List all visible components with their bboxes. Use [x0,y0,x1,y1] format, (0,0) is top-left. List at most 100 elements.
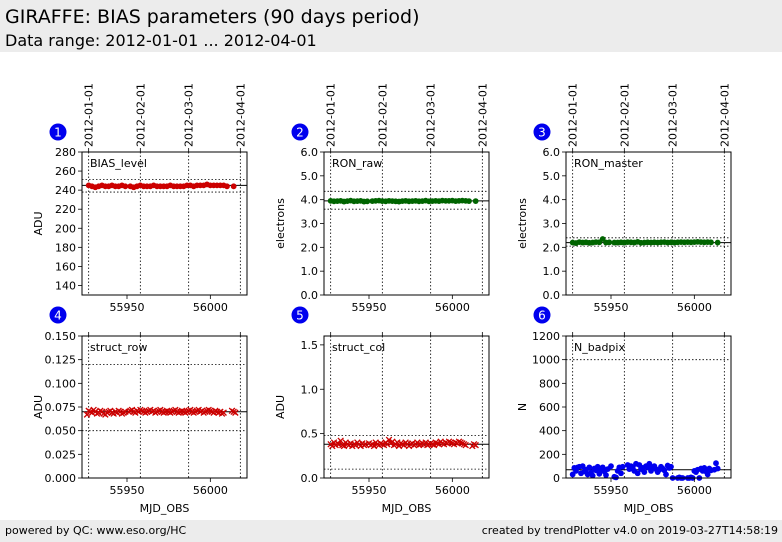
x-axis-label: MJD_OBS [382,502,432,515]
date-tick-label: 2012-01-01 [567,83,580,147]
data-point [646,460,653,467]
y-tick-label: 240 [55,184,76,197]
x-tick-label: 56000 [193,484,228,497]
data-point [122,183,129,190]
y-tick-label: 4.0 [543,194,561,207]
date-tick-label: 2012-01-01 [83,83,96,147]
y-tick-label: 5.0 [543,170,561,183]
panel-number-label: 6 [538,309,546,323]
y-axis-label: electrons [516,198,529,249]
y-tick-label: 0.075 [45,401,77,414]
y-axis-label: ADU [32,395,45,419]
plot-frame [565,151,732,296]
data-point [634,470,641,477]
panel-number-label: 5 [296,309,304,323]
plot-frame [81,151,248,296]
report-footer: powered by QC: www.eso.org/HC created by… [0,520,782,542]
x-tick-label: 56000 [435,301,470,314]
x-tick-label: 55950 [352,301,387,314]
y-tick-label: 2.0 [301,241,319,254]
x-axis-label: MJD_OBS [140,502,190,515]
y-tick-label: 6.0 [301,146,319,159]
data-point [641,469,648,475]
y-tick-label: 0.050 [45,425,77,438]
y-tick-label: 3.0 [543,218,561,231]
y-tick-label: 400 [539,425,560,438]
date-tick-label: 2012-03-01 [183,83,196,147]
data-point [462,441,469,449]
y-tick-label: 260 [55,165,76,178]
data-point [713,460,719,467]
data-point [663,471,669,478]
y-tick-label: 200 [539,448,560,461]
date-tick-label: 2012-03-01 [667,83,680,147]
x-tick-label: 56000 [677,301,712,314]
y-tick-label: 1.0 [543,265,561,278]
date-tick-label: 2012-02-01 [618,83,631,147]
date-tick-label: 2012-04-01 [718,83,731,147]
data-point [606,239,613,246]
data-point [608,463,614,470]
panel-name-label: BIAS_level [90,157,147,170]
chart-panel-3: 2012-01-01 2012-02-01 2012-03-01 2012-04-01… [516,83,732,314]
y-tick-label: 200 [55,222,76,235]
y-tick-label: 0.125 [45,354,77,367]
panel-name-label: struct_col [332,341,385,354]
chart-panel-2: 2012-01-01 2012-02-01 2012-03-01 2012-04-01… [274,83,490,314]
y-tick-label: 1200 [532,330,560,343]
panel-number-label: 3 [538,126,546,140]
x-tick-label: 55950 [594,484,629,497]
y-tick-label: 4.0 [301,194,319,207]
y-tick-label: 0.0 [301,289,319,302]
y-tick-label: 0.100 [45,377,77,390]
panel-number-badge [291,306,309,324]
data-point [472,198,479,204]
panel-name-label: RON_raw [332,157,382,170]
data-point [337,437,344,444]
y-tick-label: 3.0 [301,218,319,231]
data-point [589,472,596,479]
data-range-subtitle: Data range: 2012-01-01 ... 2012-04-01 [5,31,317,50]
y-tick-label: 160 [55,260,76,273]
y-tick-label: 1000 [532,354,560,367]
footer-credit: powered by QC: www.eso.org/HC [5,524,187,537]
chart-panel-6: 0 200 400 600 800 1000 1200 55950 56000 N_badpix N… [516,306,732,515]
y-tick-label: 0.000 [45,472,77,485]
date-tick-label: 2012-02-01 [376,83,389,147]
y-axis-label: N [516,403,529,411]
data-point [364,198,371,205]
panel-name-label: N_badpix [574,341,625,354]
x-tick-label: 55950 [352,484,387,497]
x-tick-label: 56000 [435,484,470,497]
y-tick-label: 280 [55,146,76,159]
data-point [472,441,479,449]
y-tick-label: 220 [55,203,76,216]
y-tick-label: 0.5 [301,428,319,441]
data-point [220,409,227,416]
plot-frame [323,335,490,479]
data-point [224,183,230,190]
x-tick-label: 55950 [110,301,145,314]
panel-number-label: 4 [54,309,62,323]
data-point [586,464,593,471]
footer-generator: created by trendPlotter v4.0 on 2019-03-… [481,524,778,537]
panel-name-label: RON_master [574,157,643,170]
plot-frame [323,151,490,296]
data-point [340,442,348,450]
chart-panel-4: 0.000 0.025 0.050 0.075 0.100 0.125 0.150 55950… [32,306,248,515]
report-header: GIRAFFE: BIAS parameters (90 days period… [0,0,782,52]
data-point [668,463,674,470]
data-point [714,465,721,472]
plot-frame [565,335,732,479]
x-tick-label: 56000 [193,301,228,314]
y-tick-label: 0.025 [45,448,77,461]
data-point [708,239,714,246]
panel-number-badge [49,306,67,324]
y-tick-label: 1.0 [301,383,319,396]
y-tick-label: 1.5 [301,339,319,352]
data-point [603,472,609,478]
x-tick-label: 55950 [110,484,145,497]
data-point [714,239,721,246]
y-tick-label: 2.0 [543,241,561,254]
